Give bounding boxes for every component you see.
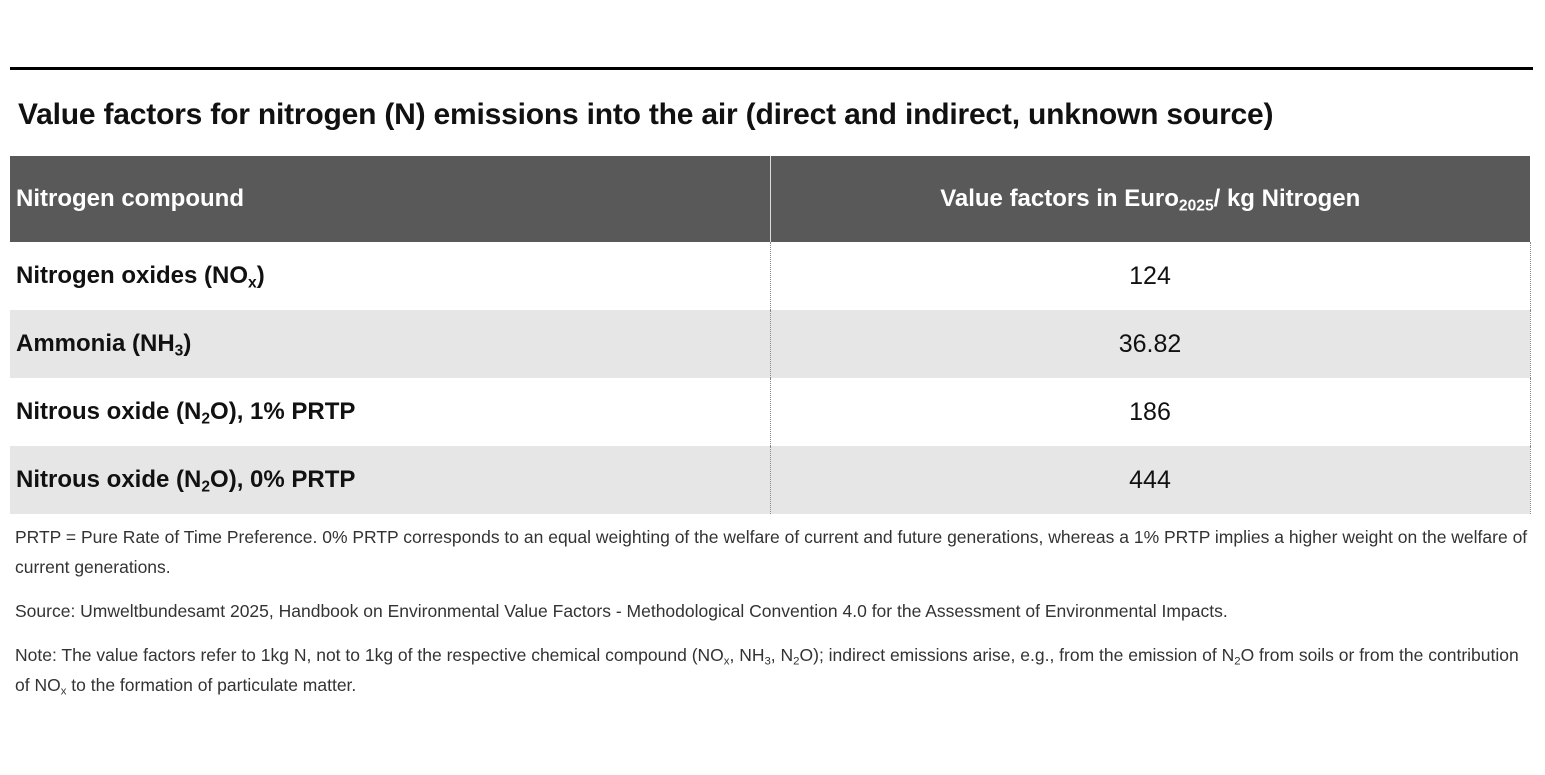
table-row: Nitrous oxide (N2O), 1% PRTP 186 xyxy=(10,378,1531,446)
footnote: Source: Umweltbundesamt 2025, Handbook o… xyxy=(15,596,1530,626)
text-run: , N xyxy=(770,645,794,665)
footnote: Note: The value factors refer to 1kg N, … xyxy=(15,640,1530,700)
text-run: O), 1% PRTP xyxy=(210,398,356,425)
text-run: Nitrogen compound xyxy=(16,185,244,212)
value-cell: 186 xyxy=(770,378,1531,446)
text-run: O), 0% PRTP xyxy=(210,466,356,493)
compound-cell: Nitrous oxide (N2O), 0% PRTP xyxy=(10,446,771,514)
text-run: Nitrogen oxides (NO xyxy=(16,262,249,289)
subscript: 2 xyxy=(793,655,800,668)
table-body: Nitrogen oxides (NOx) 124 Ammonia (NH3) 36.… xyxy=(10,242,1531,514)
table: Nitrogen compound Value factors in Euro20… xyxy=(10,156,1531,514)
text-run: ) xyxy=(183,330,192,357)
table-row: Nitrogen oxides (NOx) 124 xyxy=(10,242,1531,310)
subscript: x xyxy=(723,655,730,668)
text-run: ) xyxy=(256,262,265,289)
header-row: Nitrogen compound Value factors in Euro20… xyxy=(10,156,1530,242)
subscript: 2 xyxy=(201,410,211,428)
value-cell: 444 xyxy=(770,446,1531,514)
text-run: Ammonia (NH xyxy=(16,330,175,357)
text-run: Note: The value factors refer to 1kg N, … xyxy=(15,645,724,665)
top-rule xyxy=(10,67,1533,70)
compound-cell: Nitrogen oxides (NOx) xyxy=(10,242,771,310)
subscript: 2 xyxy=(201,478,211,496)
text-run: Value factors in Euro xyxy=(940,185,1179,212)
subscript: 2 xyxy=(1234,655,1241,668)
header-cell: Nitrogen compound xyxy=(10,156,771,242)
table-row: Nitrous oxide (N2O), 0% PRTP 444 xyxy=(10,446,1531,514)
value-cell: 124 xyxy=(770,242,1531,310)
text-run: Source: Umweltbundesamt 2025, Handbook o… xyxy=(15,601,1228,621)
title: Value factors for nitrogen (N) emissions… xyxy=(18,98,1274,131)
compound-cell: Nitrous oxide (N2O), 1% PRTP xyxy=(10,378,771,446)
compound-cell: Ammonia (NH3) xyxy=(10,310,771,378)
text-run: O from soils or from the contribution of… xyxy=(15,645,1519,695)
footnote: PRTP = Pure Rate of Time Preference. 0% … xyxy=(15,522,1530,582)
text-run: / kg Nitrogen xyxy=(1213,185,1361,212)
notes: PRTP = Pure Rate of Time Preference. 0% … xyxy=(15,522,1530,714)
subscript: 3 xyxy=(764,655,771,668)
subscript: x xyxy=(60,685,67,698)
subscript: 3 xyxy=(174,342,184,360)
text-run: Nitrous oxide (N xyxy=(16,466,202,493)
text-run: PRTP = Pure Rate of Time Preference. 0% … xyxy=(15,527,1528,577)
text-run: to the formation of particulate matter. xyxy=(66,675,357,695)
text-run: , NH xyxy=(729,645,765,665)
text-run: Nitrous oxide (N xyxy=(16,398,202,425)
subscript: x xyxy=(248,274,257,292)
value-cell: 36.82 xyxy=(770,310,1531,378)
table-row: Ammonia (NH3) 36.82 xyxy=(10,310,1531,378)
subscript: 2025 xyxy=(1178,197,1214,215)
header-cell: Value factors in Euro2025/ kg Nitrogen xyxy=(770,156,1530,242)
text-run: O); indirect emissions arise, e.g., from… xyxy=(799,645,1235,665)
